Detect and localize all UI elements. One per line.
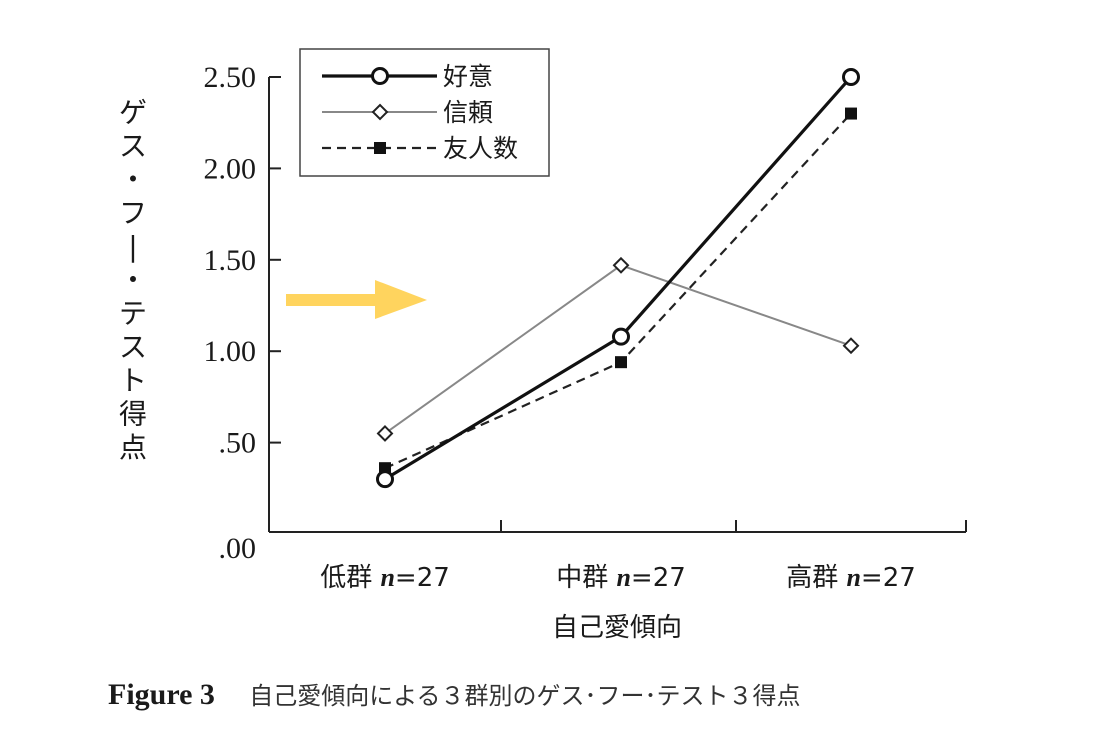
axes: [268, 76, 967, 533]
svg-text:得: 得: [119, 398, 147, 431]
y-tick-labels: .00 .50 1.00 1.50 2.00 2.50: [204, 61, 257, 565]
legend-label: 好意: [443, 62, 493, 91]
series-友人数: [379, 107, 857, 475]
x-category-label: 高群 n=27: [786, 563, 916, 593]
y-tick-label: 1.50: [204, 244, 257, 277]
svg-text:ス: ス: [119, 130, 147, 163]
svg-text:・: ・: [119, 163, 147, 196]
y-tick-label: 2.00: [204, 152, 257, 185]
svg-text:点: 点: [119, 431, 147, 464]
arrow-annotation: [286, 280, 427, 319]
legend-label: 信頼: [443, 98, 493, 127]
legend-item: 信頼: [322, 98, 493, 127]
y-tick-label: 2.50: [204, 61, 257, 94]
svg-text:ス: ス: [119, 331, 147, 364]
plot-series: [376, 68, 860, 489]
legend-item: 友人数: [322, 134, 518, 163]
figure-caption: Figure 3 自己愛傾向による３群別のゲス･フー･テスト３得点: [108, 676, 800, 712]
series-好意: [376, 68, 860, 489]
svg-text:ゲ: ゲ: [119, 96, 147, 129]
x-category-label: 中群 n=27: [556, 563, 686, 593]
svg-text:フ: フ: [119, 197, 147, 230]
figure-label: Figure 3: [108, 678, 215, 711]
caption-text: 自己愛傾向による３群別のゲス･フー･テスト３得点: [249, 682, 801, 710]
x-category-labels: 低群 n=27 中群 n=27 高群 n=27: [320, 563, 916, 593]
x-category-label: 低群 n=27: [320, 563, 450, 593]
svg-text:ト: ト: [119, 364, 147, 397]
legend-item: 好意: [322, 62, 493, 91]
x-axis-label: 自己愛傾向: [552, 613, 682, 643]
y-tick-label: 1.00: [204, 335, 257, 368]
svg-text:テ: テ: [119, 297, 147, 330]
series-信頼: [376, 256, 860, 442]
svg-text:|: |: [128, 230, 137, 263]
legend-label: 友人数: [443, 134, 518, 163]
y-tick-label: .50: [219, 427, 257, 460]
y-tick-label: .00: [219, 532, 257, 565]
svg-text:・: ・: [119, 264, 147, 297]
